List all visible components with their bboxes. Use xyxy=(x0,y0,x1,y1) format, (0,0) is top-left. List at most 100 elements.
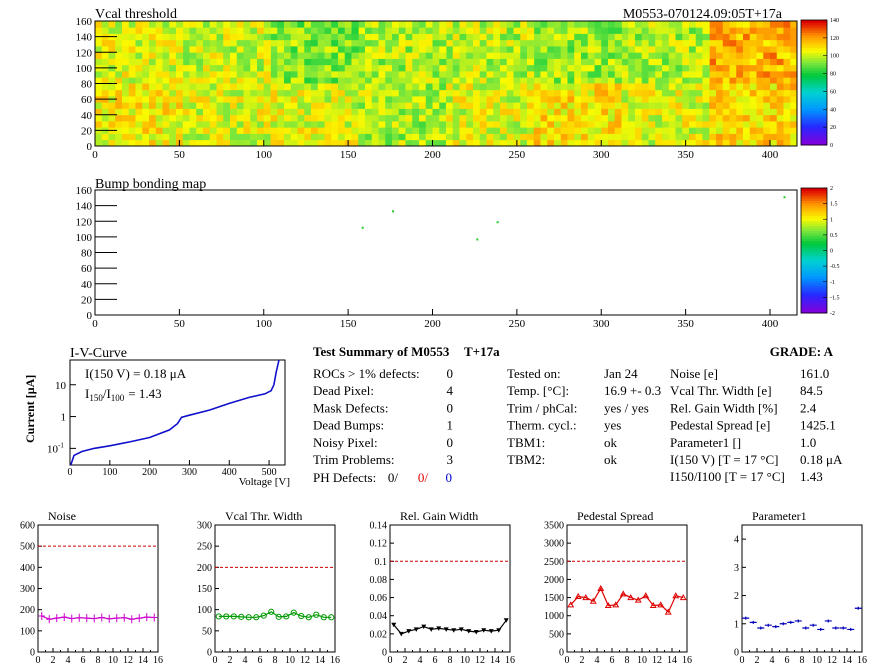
vcal-cell xyxy=(392,71,400,78)
vcal-palette-tick-label: 20 xyxy=(830,125,836,131)
vcal-cell xyxy=(695,46,703,53)
vcal-cell xyxy=(729,83,737,91)
vcal-cell xyxy=(695,77,703,84)
vcal-cell xyxy=(284,83,292,91)
vcal-cell xyxy=(500,133,508,141)
vcal-cell xyxy=(682,108,690,116)
vcal-cell xyxy=(385,27,393,34)
vcal-cell xyxy=(432,133,440,141)
vcal-cell xyxy=(783,121,791,128)
vcal-cell xyxy=(635,64,643,72)
vcal-cell xyxy=(324,114,332,122)
roc-plot-point xyxy=(764,623,772,627)
vcal-cell xyxy=(297,77,305,84)
vcal-cell xyxy=(365,46,373,53)
vcal-cell xyxy=(277,127,285,134)
roc-plot-y-tick-label: 0.02 xyxy=(370,629,388,640)
vcal-cell xyxy=(749,71,757,78)
vcal-cell xyxy=(189,46,197,53)
roc-plot-point xyxy=(91,614,98,623)
vcal-cell xyxy=(95,133,103,141)
roc-plot-x-tick-label: 8 xyxy=(448,655,453,666)
vcal-cell xyxy=(776,77,784,84)
vcal-cell xyxy=(439,96,447,103)
vcal-cell xyxy=(324,96,332,103)
vcal-cell xyxy=(479,108,487,116)
vcal-cell xyxy=(365,64,373,72)
vcal-cell xyxy=(351,33,359,41)
vcal-cell xyxy=(662,108,670,116)
roc-plot-y-tick-label: 0 xyxy=(30,648,35,659)
vcal-cell xyxy=(776,96,784,103)
vcal-cell xyxy=(527,96,535,103)
vcal-cell xyxy=(439,21,447,28)
vcal-cell xyxy=(425,121,433,128)
vcal-cell xyxy=(155,33,163,41)
bump-axis-x-tick-label: 300 xyxy=(593,318,610,330)
vcal-cell xyxy=(149,33,157,41)
vcal-cell xyxy=(547,83,555,91)
vcal-cell xyxy=(709,46,717,53)
vcal-cell xyxy=(324,139,332,147)
vcal-cell xyxy=(351,96,359,103)
vcal-cell xyxy=(743,58,751,66)
vcal-cell xyxy=(776,102,784,109)
vcal-cell xyxy=(290,52,298,59)
vcal-cell xyxy=(675,52,683,59)
roc-plot-point xyxy=(832,626,840,630)
vcal-cell xyxy=(311,133,319,141)
vcal-cell xyxy=(743,96,751,103)
vcal-cell xyxy=(189,127,197,134)
vcal-cell xyxy=(169,108,177,116)
vcal-cell xyxy=(614,114,622,122)
vcal-cell xyxy=(392,83,400,91)
vcal-cell xyxy=(135,71,143,78)
vcal-cell xyxy=(783,133,791,141)
vcal-cell xyxy=(108,114,116,122)
vcal-cell xyxy=(567,58,575,66)
vcal-cell xyxy=(756,133,764,141)
vcal-cell xyxy=(783,64,791,72)
vcal-cell xyxy=(317,133,325,141)
vcal-cell xyxy=(459,133,467,141)
roc-plot-x-tick-label: 12 xyxy=(652,655,662,666)
vcal-cell xyxy=(702,139,710,147)
vcal-cell xyxy=(338,58,346,66)
vcal-cell xyxy=(790,46,798,53)
vcal-cell xyxy=(594,89,602,97)
vcal-cell xyxy=(331,102,339,109)
vcal-cell xyxy=(614,77,622,84)
vcal-cell xyxy=(547,114,555,122)
vcal-cell xyxy=(189,33,197,41)
roc-plot-point xyxy=(604,601,612,609)
vcal-cell xyxy=(587,77,595,84)
vcal-cell xyxy=(419,33,427,41)
bump-defect-point xyxy=(361,226,364,229)
bump-palette-swatch xyxy=(801,275,827,279)
summary-right-value: 2.4 xyxy=(800,400,817,415)
vcal-cell xyxy=(614,27,622,34)
vcal-cell xyxy=(763,33,771,41)
vcal-cell xyxy=(736,114,744,122)
vcal-cell xyxy=(142,133,150,141)
vcal-cell xyxy=(722,64,730,72)
vcal-cell xyxy=(344,114,352,122)
iv-xlabel: Voltage [V] xyxy=(239,476,290,488)
vcal-cell xyxy=(398,108,406,116)
vcal-cell xyxy=(527,114,535,122)
vcal-cell xyxy=(662,127,670,134)
vcal-palette-swatch xyxy=(801,25,827,28)
vcal-cell xyxy=(189,64,197,72)
vcal-cell xyxy=(574,89,582,97)
vcal-cell xyxy=(317,102,325,109)
vcal-cell xyxy=(425,133,433,141)
vcal-cell xyxy=(182,114,190,122)
vcal-cell xyxy=(446,83,454,91)
vcal-cell xyxy=(135,89,143,97)
roc-plot-point xyxy=(779,622,787,626)
vcal-cell xyxy=(358,102,366,109)
vcal-cell xyxy=(297,64,305,72)
roc-plot-point xyxy=(649,601,657,609)
roc-plot-y-tick-label: 0 xyxy=(734,648,739,659)
vcal-cell xyxy=(446,33,454,41)
